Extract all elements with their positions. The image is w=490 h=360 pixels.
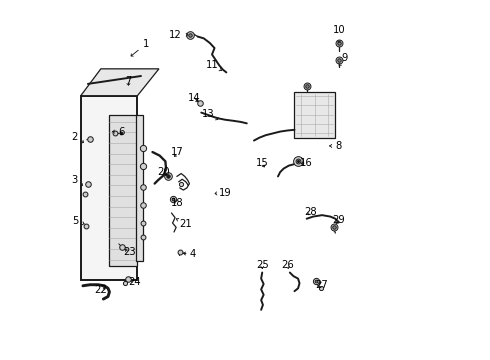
Polygon shape: [81, 96, 137, 280]
Text: 29: 29: [333, 215, 345, 225]
Polygon shape: [136, 116, 143, 261]
Text: 9: 9: [339, 53, 348, 66]
Text: 23: 23: [123, 247, 136, 257]
Text: 24: 24: [128, 277, 141, 287]
Text: 14: 14: [188, 93, 200, 103]
Text: 26: 26: [281, 260, 294, 270]
Polygon shape: [81, 69, 159, 96]
Text: 18: 18: [172, 198, 184, 208]
Text: 3: 3: [71, 175, 82, 186]
Text: 12: 12: [169, 30, 188, 40]
Text: 8: 8: [330, 141, 342, 151]
Text: 20: 20: [157, 167, 170, 177]
Text: 16: 16: [300, 158, 313, 168]
Text: 15: 15: [256, 158, 269, 168]
Text: 2: 2: [71, 132, 83, 143]
Text: 11: 11: [206, 59, 221, 71]
Text: 27: 27: [316, 280, 328, 290]
Text: 28: 28: [304, 207, 317, 217]
Text: 17: 17: [171, 147, 184, 157]
Text: 25: 25: [256, 260, 269, 270]
Text: 4: 4: [184, 248, 196, 258]
Polygon shape: [109, 116, 137, 266]
Text: 10: 10: [333, 25, 345, 42]
Polygon shape: [294, 92, 335, 138]
Text: 19: 19: [215, 188, 232, 198]
Text: 22: 22: [95, 285, 107, 296]
Text: 1: 1: [131, 39, 149, 56]
Text: 13: 13: [202, 109, 218, 120]
Text: 21: 21: [176, 219, 192, 229]
Text: 7: 7: [125, 76, 132, 86]
Text: 6: 6: [113, 127, 124, 136]
Text: 5: 5: [73, 216, 84, 226]
